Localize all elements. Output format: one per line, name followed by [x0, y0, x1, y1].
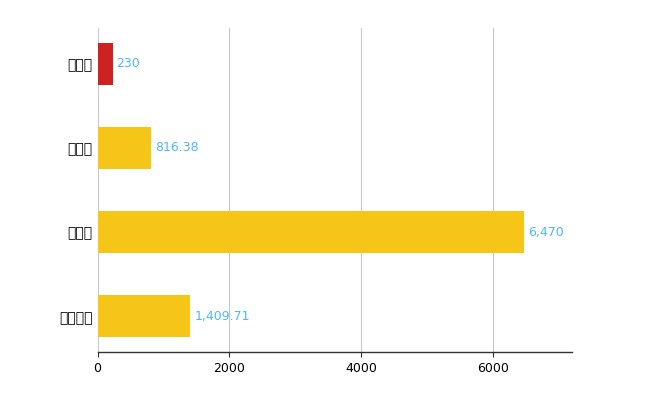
- Text: 6,470: 6,470: [528, 226, 564, 238]
- Bar: [98, 295, 190, 337]
- Text: 230: 230: [116, 57, 140, 70]
- Bar: [98, 127, 151, 169]
- Bar: [98, 211, 524, 253]
- Text: 816.38: 816.38: [155, 142, 199, 154]
- Bar: [98, 43, 112, 85]
- Text: 1,409.71: 1,409.71: [194, 310, 250, 323]
